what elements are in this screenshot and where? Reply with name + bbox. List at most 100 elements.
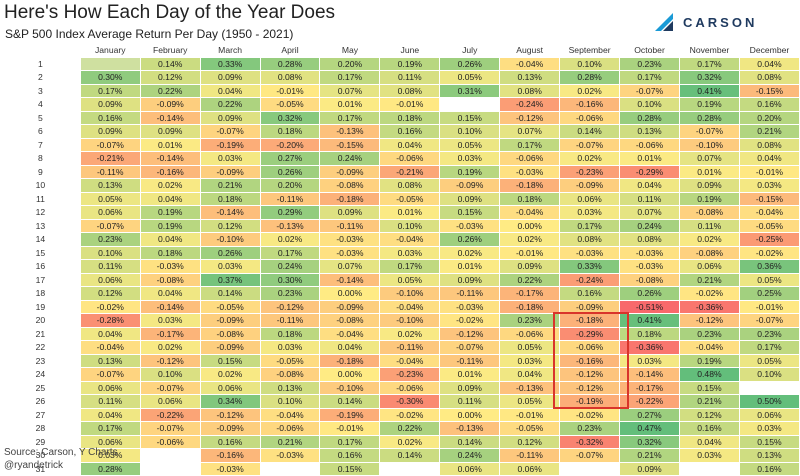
- heatmap-cell: -0.14%: [139, 299, 201, 314]
- heatmap-cell: 0.05%: [79, 191, 141, 206]
- heatmap-cell: -0.14%: [139, 151, 201, 166]
- day-label: 16: [0, 259, 81, 274]
- heatmap-cell: 0.17%: [559, 218, 621, 233]
- heatmap-cell: -0.09%: [199, 313, 261, 328]
- heatmap-cell: 0.06%: [499, 461, 561, 476]
- day-row: 22 -0.04% 0.02% -0.09% 0.03% 0.04% -0.11% -0.07…: [0, 340, 800, 355]
- month-header-february: February: [139, 43, 201, 58]
- heatmap-cell: 0.10%: [379, 218, 441, 233]
- source-note: Source: Carson, Y Charts: [4, 447, 118, 458]
- heatmap-cell: 0.04%: [499, 367, 561, 382]
- heatmap-cell: -0.09%: [199, 421, 261, 436]
- heatmap-cell: 0.08%: [619, 232, 680, 247]
- day-row: 1 0.14% 0.33% 0.28% 0.20% 0.19% 0.26% -0.04% 0.1…: [0, 56, 800, 71]
- heatmap-cell: -0.21%: [379, 164, 441, 179]
- heatmap-cell: 0.30%: [79, 70, 141, 85]
- heatmap-cell: -0.12%: [259, 299, 321, 314]
- heatmap-cell: 0.20%: [319, 56, 381, 71]
- heatmap-cell: -0.24%: [559, 272, 621, 287]
- heatmap-cell: 0.06%: [738, 407, 800, 422]
- heatmap-cell: 0.28%: [678, 110, 740, 125]
- heatmap-cell: -0.24%: [499, 97, 561, 112]
- heatmap-cell: -0.04%: [259, 407, 321, 422]
- heatmap-cell: -0.12%: [559, 367, 621, 382]
- heatmap-cell: 0.02%: [559, 151, 621, 166]
- day-label: 2: [0, 70, 81, 85]
- heatmap-cell: -0.13%: [499, 380, 561, 395]
- month-header-december: December: [738, 43, 800, 58]
- heatmap-cell: -0.13%: [259, 218, 321, 233]
- heatmap-cell: 0.34%: [199, 394, 261, 409]
- heatmap-cell: 0.26%: [619, 286, 680, 301]
- heatmap-cell: -0.12%: [678, 313, 740, 328]
- heatmap-cell: -0.02%: [678, 286, 740, 301]
- day-row: 11 0.05% 0.04% 0.18% -0.11% -0.18% -0.05% 0.09%…: [0, 191, 800, 206]
- heatmap-cell: -0.04%: [738, 205, 800, 220]
- day-label: 23: [0, 353, 81, 368]
- day-row: 8 -0.21% -0.14% 0.03% 0.27% 0.24% -0.06% 0.03% -…: [0, 151, 800, 166]
- heatmap-cell: -0.28%: [79, 313, 141, 328]
- heatmap-cell: 0.12%: [499, 434, 561, 449]
- day-label: 12: [0, 205, 81, 220]
- heatmap-cell: 0.14%: [319, 394, 381, 409]
- month-header-may: May: [319, 43, 381, 58]
- day-row: 17 0.06% -0.08% 0.37% 0.30% -0.14% 0.05% 0.09% 0…: [0, 272, 800, 287]
- heatmap-cell: 0.01%: [439, 259, 501, 274]
- day-label: 8: [0, 151, 81, 166]
- heatmap-cell: 0.07%: [319, 83, 381, 98]
- heatmap-cell: 0.04%: [379, 137, 441, 152]
- heatmap-cell: -0.29%: [559, 326, 621, 341]
- heatmap-cell: 0.15%: [439, 110, 501, 125]
- heatmap-cell: 0.05%: [439, 70, 501, 85]
- heatmap-cell: -0.05%: [259, 353, 321, 368]
- heatmap-table-wrap: January February March April May June July Augu…: [0, 43, 800, 476]
- heatmap-cell: -0.16%: [139, 164, 201, 179]
- heatmap-cell: 0.10%: [559, 56, 621, 71]
- heatmap-cell: -0.08%: [319, 313, 381, 328]
- heatmap-cell: 0.23%: [559, 421, 621, 436]
- heatmap-cell: 0.28%: [79, 461, 141, 476]
- heatmap-cell: -0.09%: [319, 164, 381, 179]
- heatmap-cell: -0.02%: [79, 299, 141, 314]
- heatmap-cell: 0.05%: [499, 340, 561, 355]
- heatmap-cell: -0.03%: [439, 218, 501, 233]
- heatmap-cell: -0.06%: [499, 326, 561, 341]
- heatmap-cell: -0.12%: [139, 353, 201, 368]
- heatmap-cell: -0.07%: [79, 137, 141, 152]
- heatmap-cell: -0.06%: [379, 151, 441, 166]
- heatmap-cell: 0.08%: [738, 137, 800, 152]
- heatmap-cell: 0.06%: [139, 394, 201, 409]
- heatmap-cell: 0.12%: [678, 407, 740, 422]
- heatmap-cell: [259, 461, 321, 476]
- heatmap-cell: 0.16%: [559, 286, 621, 301]
- heatmap-cell: 0.01%: [139, 137, 201, 152]
- heatmap-cell: 0.07%: [678, 151, 740, 166]
- day-row: 25 0.06% -0.07% 0.06% 0.13% -0.10% -0.06% 0.09%…: [0, 380, 800, 395]
- day-label: 5: [0, 110, 81, 125]
- heatmap-cell: -0.13%: [319, 124, 381, 139]
- heatmap-cell: -0.07%: [139, 380, 201, 395]
- heatmap-cell: -0.18%: [319, 353, 381, 368]
- heatmap-cell: 0.09%: [79, 97, 141, 112]
- heatmap-cell: 0.02%: [139, 178, 201, 193]
- heatmap-cell: 0.14%: [439, 434, 501, 449]
- heatmap-cell: -0.16%: [559, 97, 621, 112]
- heatmap-cell: -0.07%: [199, 124, 261, 139]
- heatmap-cell: 0.23%: [259, 286, 321, 301]
- heatmap-cell: -0.06%: [259, 421, 321, 436]
- heatmap-cell: 0.09%: [199, 70, 261, 85]
- day-label: 4: [0, 97, 81, 112]
- heatmap-cell: 0.04%: [619, 178, 680, 193]
- heatmap-cell: 0.03%: [559, 205, 621, 220]
- heatmap-cell: 0.03%: [259, 340, 321, 355]
- heatmap-cell: -0.03%: [259, 448, 321, 463]
- heatmap-cell: 0.22%: [199, 97, 261, 112]
- chart-subtitle: S&P 500 Index Average Return Per Day (19…: [5, 27, 294, 41]
- day-row: 10 0.13% 0.02% 0.21% 0.20% -0.08% 0.08% -0.09% -…: [0, 178, 800, 193]
- day-label: 22: [0, 340, 81, 355]
- month-header-october: October: [619, 43, 680, 58]
- heatmap-cell: -0.10%: [199, 232, 261, 247]
- heatmap-cell: 0.05%: [738, 353, 800, 368]
- heatmap-cell: 0.11%: [379, 70, 441, 85]
- heatmap-cell: 0.19%: [678, 353, 740, 368]
